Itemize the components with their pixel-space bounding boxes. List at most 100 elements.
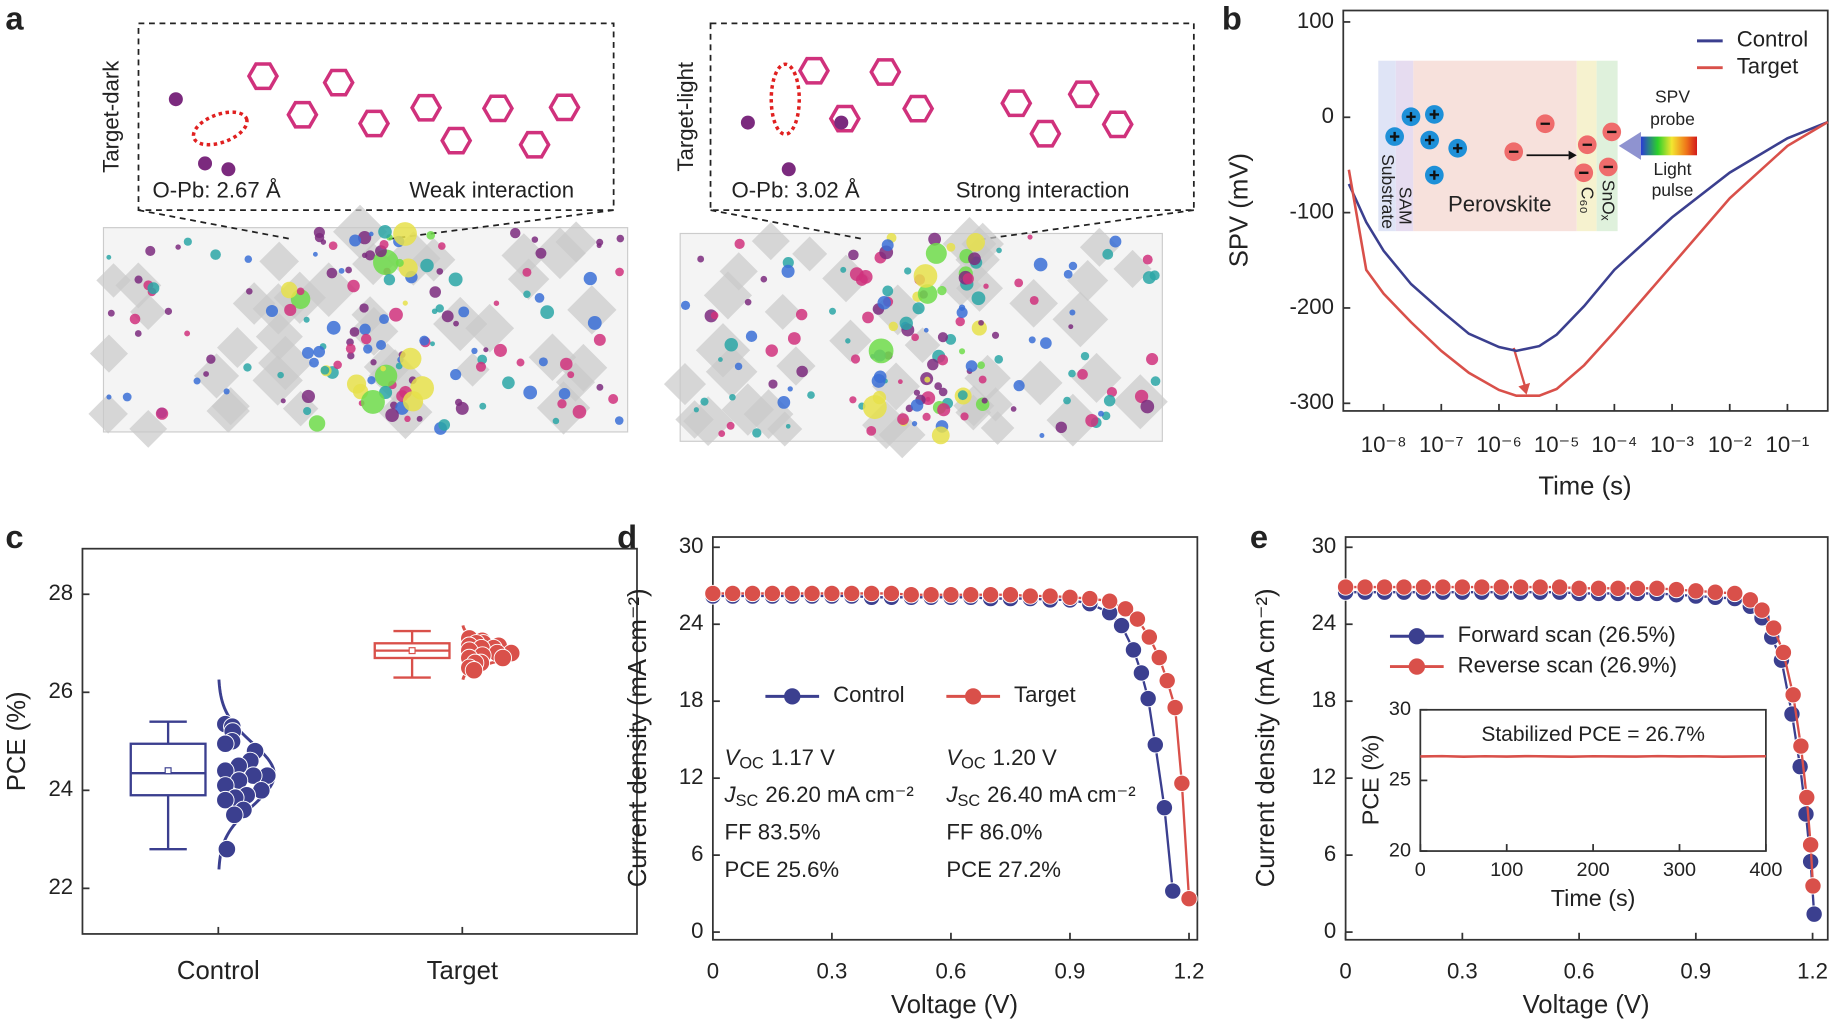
atom xyxy=(1029,295,1039,305)
atom xyxy=(145,245,156,256)
atom xyxy=(347,352,355,360)
marker xyxy=(823,584,841,603)
atom xyxy=(516,358,525,367)
marker xyxy=(1180,890,1198,908)
ring xyxy=(1067,80,1100,109)
atom xyxy=(977,361,985,370)
atom xyxy=(436,268,444,275)
y-tick-label: 6 xyxy=(1324,841,1336,866)
atom xyxy=(134,275,143,284)
mean xyxy=(164,767,172,775)
data-point xyxy=(493,648,513,668)
atom xyxy=(164,307,173,315)
pulse-label: Light xyxy=(1654,159,1692,179)
marker xyxy=(1336,578,1355,596)
annotation-symbol: V xyxy=(725,745,742,770)
atom xyxy=(1146,353,1159,366)
arrow-head xyxy=(1568,150,1577,160)
ring xyxy=(902,94,935,123)
atom xyxy=(345,266,352,274)
y-axis-label: Current density (mA cm⁻²) xyxy=(1252,588,1280,887)
atom xyxy=(147,282,160,295)
atom xyxy=(862,311,874,324)
atom xyxy=(1040,337,1052,349)
atom xyxy=(1134,389,1149,404)
atom xyxy=(244,255,253,263)
atom xyxy=(966,233,985,252)
legend-label: Target xyxy=(1737,54,1799,79)
annotation-subscript: SC xyxy=(957,792,980,810)
annotation-symbol: V xyxy=(946,745,963,770)
atom xyxy=(1010,406,1017,412)
y-tick-label: -300 xyxy=(1290,389,1334,414)
marker xyxy=(1434,578,1452,596)
annotation: PCE 25.6% xyxy=(725,857,840,882)
marker xyxy=(1774,643,1793,662)
marker xyxy=(981,586,1000,604)
ring xyxy=(1000,89,1033,118)
atom xyxy=(374,364,398,388)
atom xyxy=(745,330,758,342)
layer xyxy=(1395,60,1414,232)
atom xyxy=(361,252,368,259)
atom xyxy=(483,347,489,353)
atom xyxy=(363,344,373,354)
atom xyxy=(945,334,957,345)
marker xyxy=(1155,799,1174,817)
y-tick-label: 25 xyxy=(1389,769,1411,791)
marker xyxy=(1706,583,1724,601)
x-tick-label: 10⁻⁸ xyxy=(1361,432,1407,457)
layer xyxy=(1596,60,1618,232)
x-tick-label: 400 xyxy=(1749,859,1782,881)
probe-beam xyxy=(1618,131,1641,160)
atom xyxy=(416,415,423,422)
atom xyxy=(911,333,919,342)
marker xyxy=(1173,774,1191,792)
data-point xyxy=(216,734,235,753)
state-label: Target-light xyxy=(673,62,698,172)
series-line xyxy=(1347,120,1829,353)
y-tick-label: 24 xyxy=(1312,610,1337,635)
octahedron xyxy=(129,409,168,448)
atom xyxy=(882,285,894,297)
x-tick-label: 0.3 xyxy=(1447,958,1478,983)
octahedron xyxy=(193,353,240,399)
atom xyxy=(419,335,430,346)
y-tick-label: 30 xyxy=(679,533,704,558)
marker xyxy=(1395,578,1413,596)
atom xyxy=(849,396,857,404)
atom xyxy=(402,300,408,306)
atom xyxy=(296,287,305,296)
octahedron xyxy=(1113,249,1152,288)
ring xyxy=(797,56,830,85)
layer-label: C₆₀ xyxy=(1577,187,1597,214)
atom xyxy=(1106,386,1118,398)
atom xyxy=(122,392,132,402)
atom xyxy=(787,332,801,345)
marker xyxy=(1648,579,1666,597)
series-line xyxy=(1347,120,1829,397)
probe-label: probe xyxy=(1650,109,1695,129)
atom xyxy=(596,243,602,249)
atom xyxy=(385,408,399,423)
octahedron xyxy=(216,327,258,369)
atom xyxy=(479,402,487,410)
annotation-subscript: SC xyxy=(736,792,759,810)
atom xyxy=(183,237,192,246)
atom xyxy=(454,398,463,407)
bond-highlight xyxy=(191,110,249,147)
marker xyxy=(1589,579,1608,597)
atom xyxy=(552,417,560,425)
atom xyxy=(881,239,894,252)
y-tick-label: 6 xyxy=(691,841,703,866)
annotation-value: 1.17 V xyxy=(771,745,835,770)
atom xyxy=(535,247,547,259)
x-tick-label: 10⁻⁵ xyxy=(1534,432,1580,457)
atom xyxy=(430,341,435,347)
bond-length: O-Pb: 2.67 Å xyxy=(153,177,281,202)
atom xyxy=(962,273,974,285)
annotation: VOC 1.17 V xyxy=(725,745,836,773)
x-tick-label: 0 xyxy=(707,958,719,983)
atom xyxy=(781,162,796,177)
atom xyxy=(572,404,587,419)
